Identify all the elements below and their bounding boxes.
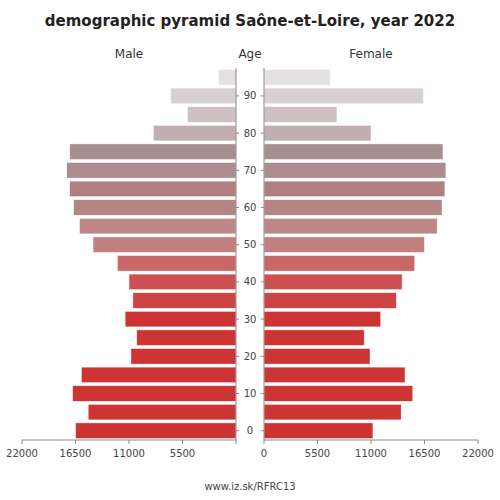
y-tick [261,244,264,245]
bar [218,69,236,85]
bar [187,107,236,123]
bar [264,125,371,141]
chart: demographic pyramid Saône-et-Loire, year… [0,0,500,500]
bar [264,293,396,309]
x-tick [371,440,372,444]
y-tick [261,319,264,320]
x-tick [317,440,318,444]
bar [264,69,330,85]
y-tick [261,281,264,282]
x-tick [182,440,183,444]
series-label: Male [115,47,143,61]
y-tick-label: 70 [244,165,257,176]
y-tick [236,430,239,431]
y-axis-line [264,68,265,440]
bar [70,181,236,197]
bar [264,423,373,439]
bar [131,348,236,364]
x-tick [264,440,265,444]
bar [264,274,402,290]
bar [153,125,236,141]
x-tick-label: 22000 [6,448,38,459]
y-tick [236,207,239,208]
bar [264,348,370,364]
watermark: www.iz.sk/RFRC13 [204,481,295,492]
y-tick [261,133,264,134]
y-axis-line [236,68,237,440]
bar [137,330,236,346]
x-tick-label: 5500 [305,448,330,459]
x-tick-label: 11000 [113,448,145,459]
y-tick [236,393,239,394]
y-tick [261,95,264,96]
y-tick-label: 10 [244,388,257,399]
y-tick [261,207,264,208]
y-tick [236,170,239,171]
bar [74,200,236,216]
y-tick-label: 30 [244,314,257,325]
bars [67,69,236,438]
bar [264,144,443,160]
x-tick [236,440,237,444]
bar [264,330,364,346]
x-tick [424,440,425,444]
bar [125,311,236,327]
y-tick [236,133,239,134]
y-tick-label: 20 [244,351,257,362]
bar [133,293,236,309]
x-tick-label: 11000 [355,448,387,459]
bar [264,162,446,178]
x-tick [22,440,23,444]
bar [117,255,236,271]
x-tick [478,440,479,444]
y-tick [236,356,239,357]
series-label: Female [349,47,392,61]
x-tick [75,440,76,444]
bar [264,107,337,123]
bar [264,311,381,327]
y-tick [236,95,239,96]
y-tick-label: 90 [244,90,257,101]
y-tick [261,430,264,431]
y-tick-label: 60 [244,202,257,213]
bars [264,69,446,438]
x-tick-label: 22000 [462,448,494,459]
y-tick [261,393,264,394]
bar [129,274,236,290]
y-tick [236,244,239,245]
y-tick-label: 0 [247,425,253,436]
bar [264,255,415,271]
bar [67,162,236,178]
y-tick-label: 40 [244,276,257,287]
bar [264,386,413,402]
bar [171,88,236,104]
bar [73,386,236,402]
x-tick-label: 5500 [170,448,195,459]
axis-label: Age [238,47,261,61]
y-tick [261,170,264,171]
bar [70,144,236,160]
bar [79,218,236,234]
bar [264,181,445,197]
bar [88,404,236,420]
y-tick [236,319,239,320]
bar [93,237,236,253]
bar [81,367,236,383]
bar [76,423,237,439]
bar [264,218,437,234]
y-tick-label: 80 [244,128,257,139]
bar [264,237,425,253]
x-tick [129,440,130,444]
bar [264,88,424,104]
y-tick [261,356,264,357]
x-tick-label: 16500 [60,448,92,459]
x-tick-label: 0 [261,448,267,459]
bar [264,404,401,420]
bar [264,367,405,383]
x-tick-label: 16500 [409,448,441,459]
y-tick-label: 50 [244,239,257,250]
y-tick [236,281,239,282]
title: demographic pyramid Saône-et-Loire, year… [45,12,455,30]
bar [264,200,442,216]
